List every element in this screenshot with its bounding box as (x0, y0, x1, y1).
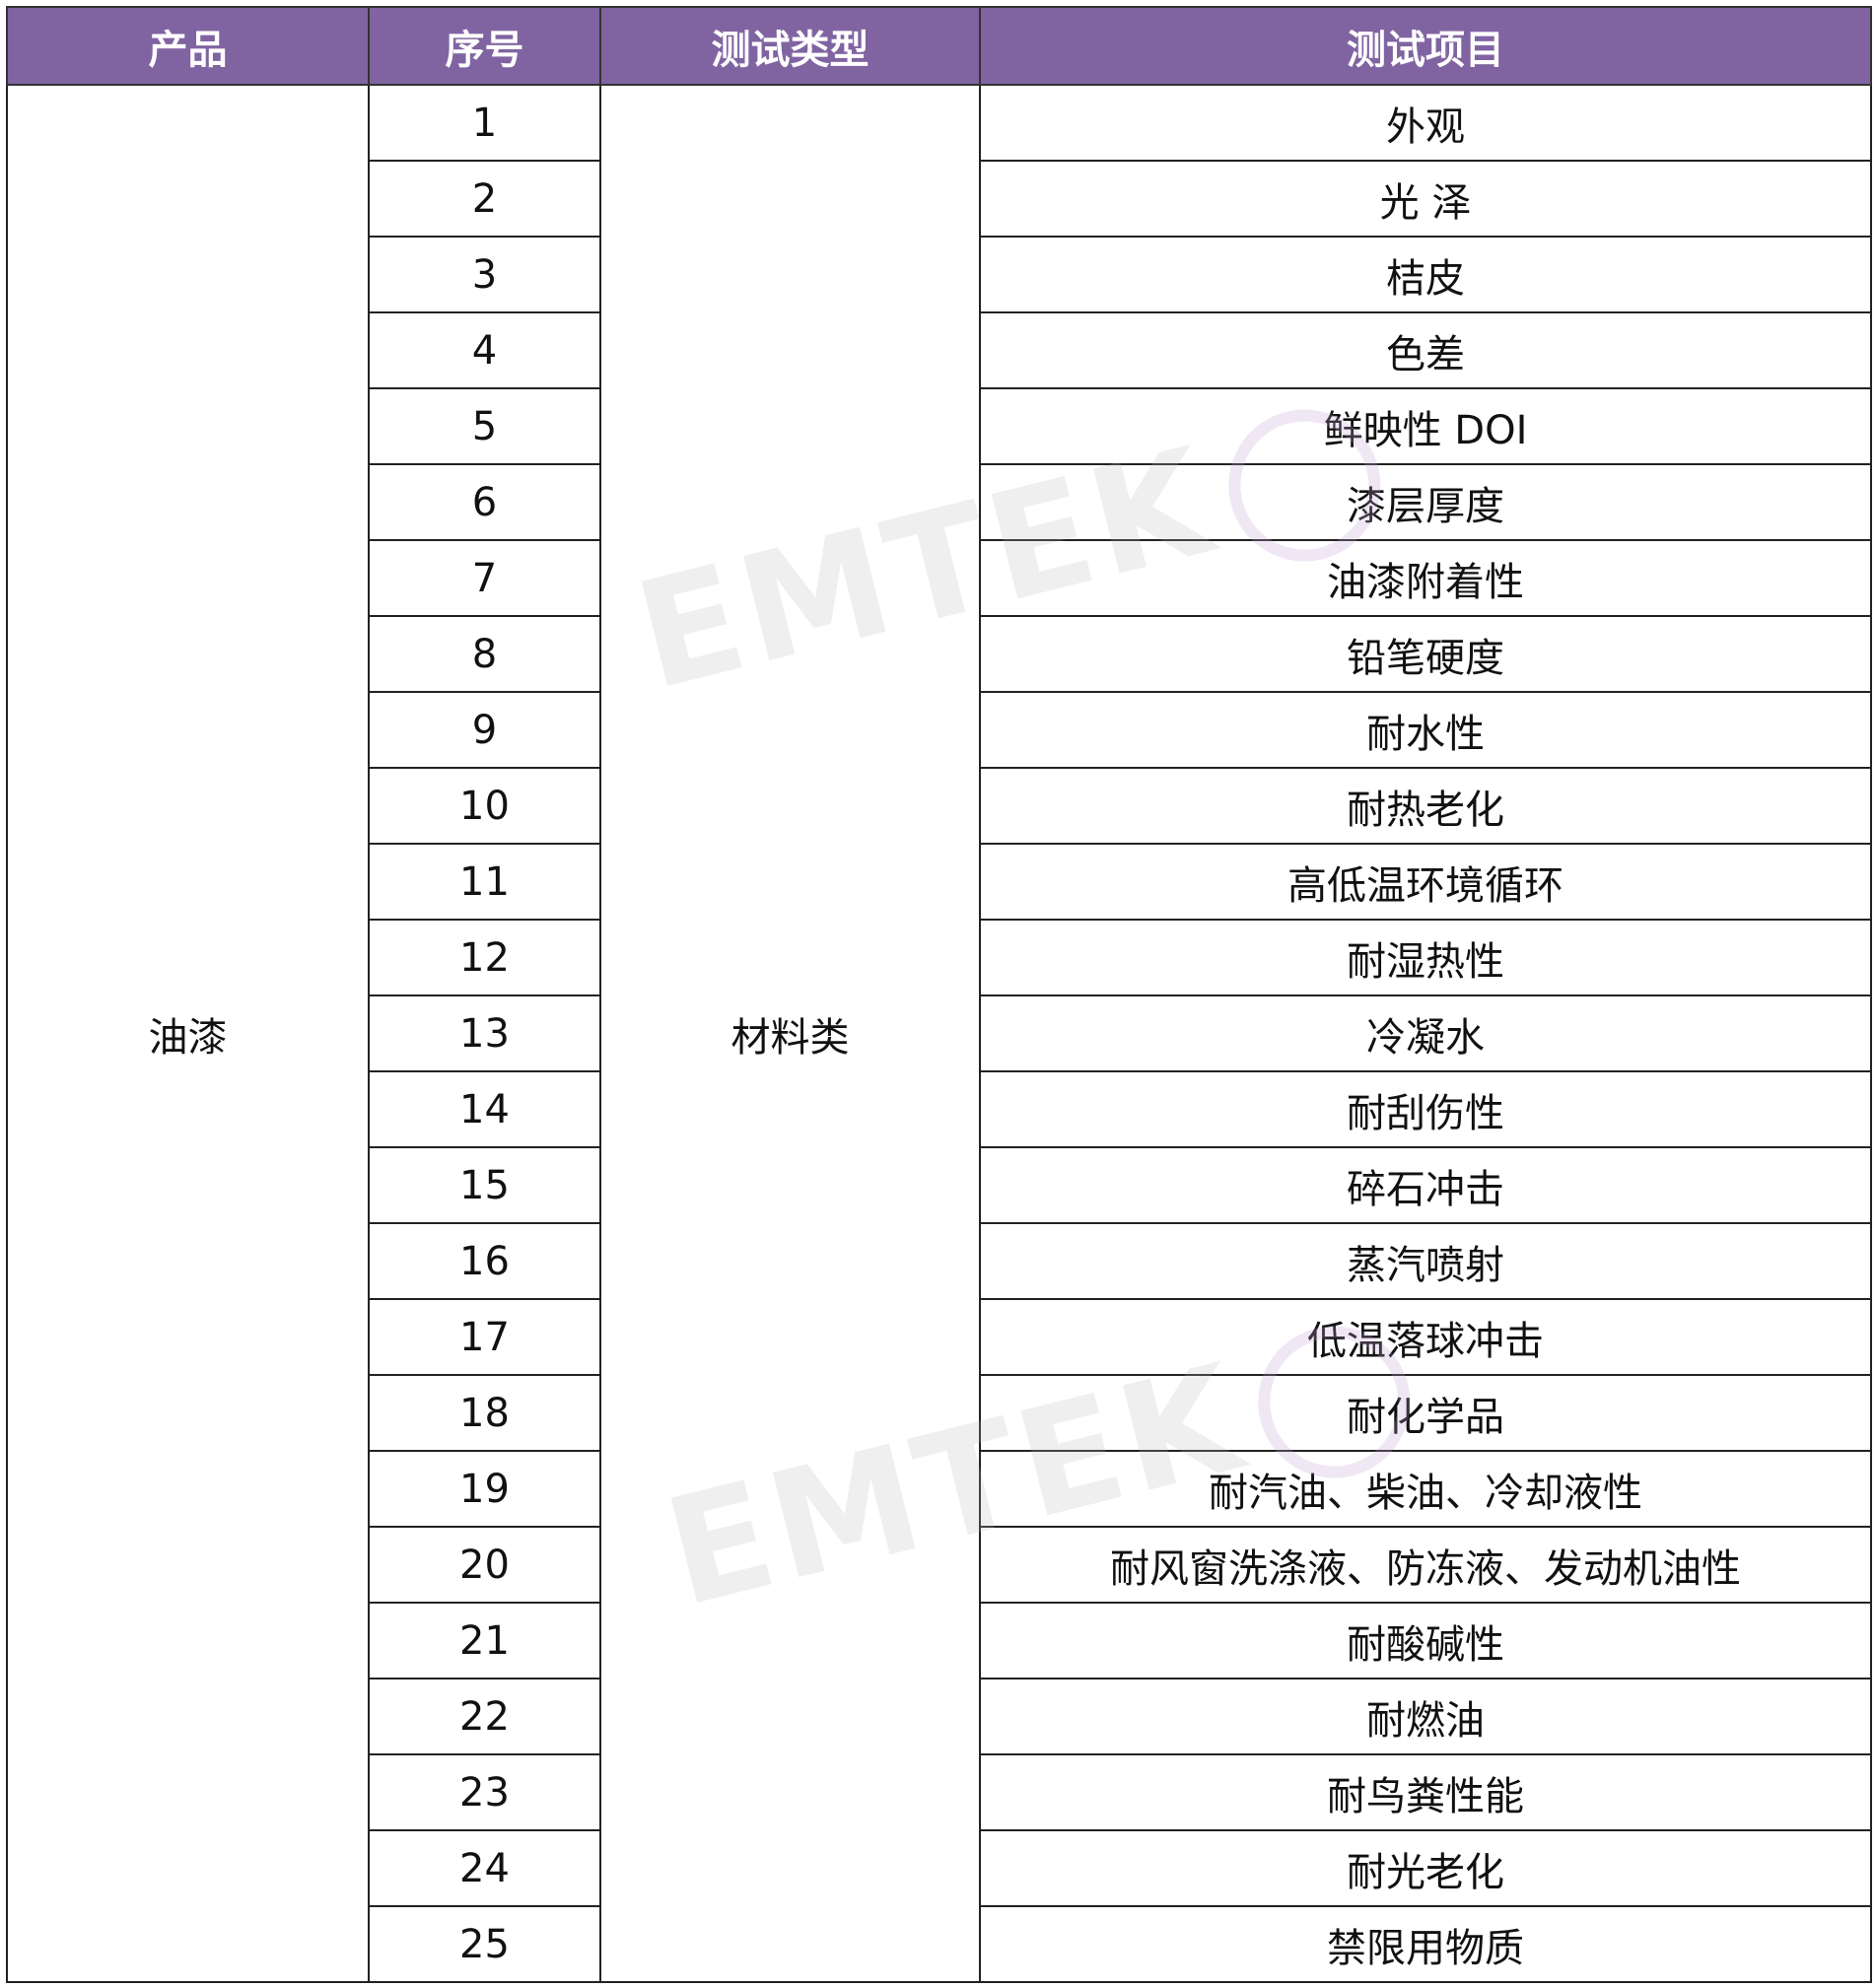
row-number: 24 (368, 1829, 601, 1907)
test-item: 耐化学品 (979, 1374, 1872, 1452)
row-number: 4 (368, 311, 601, 389)
product-cell: 油漆 (6, 84, 370, 1983)
test-item: 耐风窗洗涤液、防冻液、发动机油性 (979, 1526, 1872, 1604)
row-number: 6 (368, 463, 601, 541)
table-row: 5 鲜映性 DOI (7, 387, 1872, 465)
row-number: 3 (368, 236, 601, 313)
table-row: 24 耐光老化 (7, 1829, 1872, 1907)
test-item: 色差 (979, 311, 1872, 389)
table-row: 16 蒸汽喷射 (7, 1222, 1872, 1300)
table-row: 7 油漆附着性 (7, 539, 1872, 617)
row-number: 7 (368, 539, 601, 617)
test-item: 耐酸碱性 (979, 1602, 1872, 1680)
row-number: 18 (368, 1374, 601, 1452)
table-row: 20 耐风窗洗涤液、防冻液、发动机油性 (7, 1526, 1872, 1604)
table-row: 9 耐水性 (7, 691, 1872, 769)
test-item: 冷凝水 (979, 994, 1872, 1072)
table-row: 12 耐湿热性 (7, 919, 1872, 996)
test-item: 低温落球冲击 (979, 1298, 1872, 1376)
test-item: 耐燃油 (979, 1678, 1872, 1755)
test-item: 高低温环境循环 (979, 843, 1872, 921)
test-type-cell: 材料类 (599, 84, 981, 1983)
header-product: 产品 (6, 6, 370, 86)
row-number: 23 (368, 1753, 601, 1831)
table-row: 6 漆层厚度 (7, 463, 1872, 541)
table-row: 17 低温落球冲击 (7, 1298, 1872, 1376)
test-item: 耐刮伤性 (979, 1070, 1872, 1148)
table-row: 15 碎石冲击 (7, 1146, 1872, 1224)
table-row: 23 耐鸟粪性能 (7, 1753, 1872, 1831)
table-row: 21 耐酸碱性 (7, 1602, 1872, 1680)
header-test-item: 测试项目 (979, 6, 1872, 86)
row-number: 13 (368, 994, 601, 1072)
test-item: 碎石冲击 (979, 1146, 1872, 1224)
test-item: 漆层厚度 (979, 463, 1872, 541)
table-row: 22 耐燃油 (7, 1678, 1872, 1755)
row-number: 12 (368, 919, 601, 996)
table-row: 10 耐热老化 (7, 767, 1872, 845)
table-row: 18 耐化学品 (7, 1374, 1872, 1452)
table-row: 2 光 泽 (7, 160, 1872, 238)
test-item: 鲜映性 DOI (979, 387, 1872, 465)
test-item: 耐水性 (979, 691, 1872, 769)
row-number: 17 (368, 1298, 601, 1376)
test-item: 耐汽油、柴油、冷却液性 (979, 1450, 1872, 1528)
test-item: 耐鸟粪性能 (979, 1753, 1872, 1831)
row-number: 25 (368, 1905, 601, 1983)
row-number: 21 (368, 1602, 601, 1680)
row-number: 16 (368, 1222, 601, 1300)
row-number: 1 (368, 84, 601, 162)
table-row: 油漆 1 材料类 外观 (6, 84, 1872, 1983)
test-item: 油漆附着性 (979, 539, 1872, 617)
row-number: 15 (368, 1146, 601, 1224)
header-row: 产品 序号 测试类型 测试项目 (6, 6, 1872, 86)
test-item: 桔皮 (979, 236, 1872, 313)
row-number: 2 (368, 160, 601, 238)
table-row: 4 色差 (7, 311, 1872, 389)
table-row: 13 冷凝水 (7, 994, 1872, 1072)
test-item: 蒸汽喷射 (979, 1222, 1872, 1300)
header-test-type: 测试类型 (599, 6, 981, 86)
table-row: 3 桔皮 (7, 236, 1872, 313)
table-row: 8 铅笔硬度 (7, 615, 1872, 693)
row-number: 8 (368, 615, 601, 693)
row-number: 20 (368, 1526, 601, 1604)
row-number: 19 (368, 1450, 601, 1528)
test-item: 光 泽 (979, 160, 1872, 238)
row-number: 10 (368, 767, 601, 845)
test-item: 耐热老化 (979, 767, 1872, 845)
table-row: 14 耐刮伤性 (7, 1070, 1872, 1148)
test-item: 耐湿热性 (979, 919, 1872, 996)
header-number: 序号 (368, 6, 601, 86)
test-item: 铅笔硬度 (979, 615, 1872, 693)
table-row: 11 高低温环境循环 (7, 843, 1872, 921)
row-number: 22 (368, 1678, 601, 1755)
test-item: 外观 (979, 84, 1872, 162)
table-row: 25 禁限用物质 (7, 1905, 1872, 1983)
row-number: 14 (368, 1070, 601, 1148)
test-items-table: 产品 序号 测试类型 测试项目 油漆 1 材料类 外观 2 光 泽 3 桔皮 4 色差 5 鲜映性 D… (6, 6, 1872, 1983)
test-item: 耐光老化 (979, 1829, 1872, 1907)
table-row: 19 耐汽油、柴油、冷却液性 (7, 1450, 1872, 1528)
row-number: 11 (368, 843, 601, 921)
row-number: 9 (368, 691, 601, 769)
row-number: 5 (368, 387, 601, 465)
test-item: 禁限用物质 (979, 1905, 1872, 1983)
